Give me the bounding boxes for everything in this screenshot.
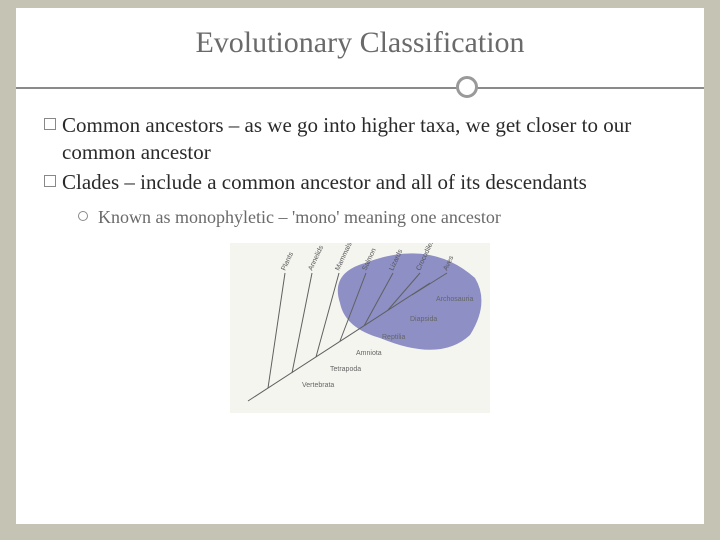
svg-text:Vertebrata: Vertebrata [302,382,334,389]
page-title: Evolutionary Classification [16,26,704,60]
square-bullet-icon [44,118,56,130]
sub-bullet-text: Known as monophyletic – 'mono' meaning o… [98,206,501,229]
slide: Evolutionary Classification Common ances… [16,8,704,524]
svg-text:Annelids: Annelids [307,244,325,272]
svg-text:Tetrapoda: Tetrapoda [330,366,361,373]
svg-text:Mammals: Mammals [334,243,353,272]
bullet-item: Common ancestors – as we go into higher … [44,112,676,167]
square-bullet-icon [44,175,56,187]
svg-text:Amniota: Amniota [356,350,382,357]
content-area: Common ancestors – as we go into higher … [16,100,704,418]
title-area: Evolutionary Classification [16,8,704,100]
bullet-text: Common ancestors – as we go into higher … [62,112,676,167]
circle-bullet-icon [78,211,88,221]
bullet-text: Clades – include a common ancestor and a… [62,169,676,196]
svg-text:Plants: Plants [280,251,295,272]
svg-text:Reptilia: Reptilia [382,334,405,341]
horizontal-rule [16,87,704,89]
divider [16,76,704,100]
svg-text:Diapsida: Diapsida [410,316,437,323]
circle-icon [456,76,478,98]
sub-bullet-item: Known as monophyletic – 'mono' meaning o… [78,206,676,229]
cladogram-diagram: Plants Annelids Mammals Salmon Lizards C… [230,243,490,413]
bullet-item: Clades – include a common ancestor and a… [44,169,676,196]
diagram-container: Plants Annelids Mammals Salmon Lizards C… [44,243,676,418]
svg-text:Archosauria: Archosauria [436,296,473,303]
